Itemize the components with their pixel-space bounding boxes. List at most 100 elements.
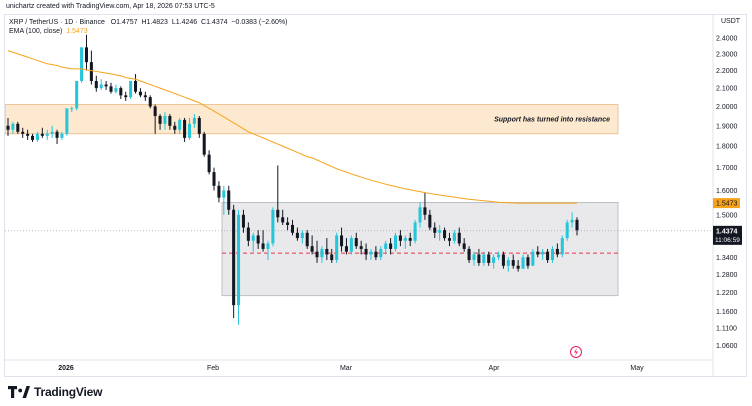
- candle: [212, 167, 216, 191]
- candle-body: [35, 133, 39, 140]
- candle: [271, 207, 275, 247]
- candle: [364, 243, 368, 261]
- candle: [438, 224, 442, 241]
- candle-body: [487, 254, 491, 263]
- candle: [413, 219, 417, 244]
- candle-body: [320, 248, 324, 258]
- candle-body: [261, 243, 265, 249]
- candle: [310, 235, 314, 255]
- candle-body: [398, 235, 402, 241]
- candle: [50, 125, 54, 138]
- candle-body: [237, 214, 241, 306]
- candle: [227, 185, 231, 215]
- candle: [340, 227, 344, 252]
- candle-body: [565, 222, 569, 239]
- candle: [408, 232, 412, 247]
- candle-body: [129, 80, 133, 98]
- axes-layer: 2.4000 2.3000 2.2000 2.1000 2.0000 1.9000 1.80…: [5, 15, 748, 376]
- resistance-zone: [4, 104, 619, 135]
- candle-body: [290, 224, 295, 233]
- candle: [84, 34, 89, 71]
- candle: [330, 248, 334, 263]
- candle: [60, 131, 64, 140]
- candle: [237, 209, 241, 325]
- change-value: −0.0383 (−2.60%): [231, 19, 288, 26]
- candle-body: [173, 125, 177, 130]
- candle-body: [506, 260, 510, 266]
- ema-label[interactable]: EMA (100, close): [9, 28, 63, 35]
- candle-body: [472, 254, 476, 261]
- candle-body: [6, 125, 10, 130]
- y-tick-label: 1.1600: [716, 309, 738, 316]
- candle: [389, 238, 393, 255]
- candle: [129, 80, 133, 100]
- candle: [555, 243, 559, 258]
- candle-body: [300, 232, 304, 239]
- y-tick-label: 2.2000: [716, 68, 738, 75]
- candle: [320, 246, 324, 263]
- candle: [526, 254, 530, 269]
- candle-body: [511, 260, 515, 266]
- candle: [148, 95, 152, 109]
- candle: [153, 104, 157, 134]
- x-tick-label: 2026: [58, 365, 74, 372]
- candle-body: [202, 133, 206, 155]
- candle-body: [109, 86, 113, 92]
- overlay-layer: [570, 346, 582, 358]
- candle-body: [251, 235, 255, 241]
- low-label: L: [171, 19, 176, 26]
- candle: [21, 127, 25, 138]
- candle-body: [207, 154, 211, 173]
- candle: [477, 248, 481, 266]
- open-label: O: [110, 19, 117, 26]
- open-value: 1.4757: [116, 19, 138, 26]
- candle-body: [482, 254, 486, 263]
- candle-body: [75, 80, 79, 109]
- candle: [119, 86, 123, 100]
- candle: [45, 129, 49, 140]
- y-tick-label: 1.0600: [716, 343, 738, 350]
- candle: [80, 47, 84, 83]
- symbol-label[interactable]: XRP / TetherUS · 1D · Binance: [9, 19, 105, 26]
- candle-body: [462, 243, 466, 249]
- candle-body: [531, 251, 535, 266]
- chart-canvas[interactable]: Support has turned into resistance 2.400…: [0, 0, 752, 378]
- currency-label[interactable]: USDT: [721, 18, 741, 25]
- close-value: 1.4374: [206, 19, 228, 26]
- candle-body: [575, 219, 579, 231]
- footer: [0, 378, 752, 406]
- candle: [207, 150, 211, 175]
- candle: [222, 185, 226, 215]
- candle: [531, 248, 535, 266]
- candle-body: [496, 254, 501, 258]
- candle: [70, 106, 74, 113]
- ema-layer: [7, 50, 577, 204]
- candle: [168, 114, 172, 130]
- candle: [492, 254, 496, 269]
- candle-body: [550, 248, 554, 261]
- candle-body: [492, 257, 496, 263]
- candle-body: [158, 116, 162, 124]
- x-tick-label: Feb: [207, 365, 219, 372]
- candle: [570, 212, 574, 228]
- ema-price-text: 1.5473: [716, 201, 738, 208]
- candle: [511, 254, 515, 269]
- candle: [354, 232, 358, 249]
- candle-body: [99, 84, 103, 89]
- candle-body: [310, 246, 314, 252]
- candle-body: [197, 117, 201, 134]
- candle-body: [143, 95, 147, 98]
- candle: [163, 112, 167, 130]
- candle-body: [212, 172, 216, 186]
- current-price-tag: [713, 225, 742, 245]
- candle-body: [501, 254, 505, 266]
- y-tick-label: 1.2200: [716, 290, 738, 297]
- candle-body: [246, 227, 250, 241]
- y-tick-label: 1.5000: [716, 212, 738, 219]
- credit-text: unichartz created with TradingView.com, …: [6, 3, 215, 10]
- candle: [65, 108, 69, 136]
- candle-body: [192, 117, 196, 124]
- candle: [261, 230, 265, 252]
- low-value: 1.4246: [175, 19, 198, 26]
- tradingview-brand[interactable]: TradingView: [8, 385, 102, 399]
